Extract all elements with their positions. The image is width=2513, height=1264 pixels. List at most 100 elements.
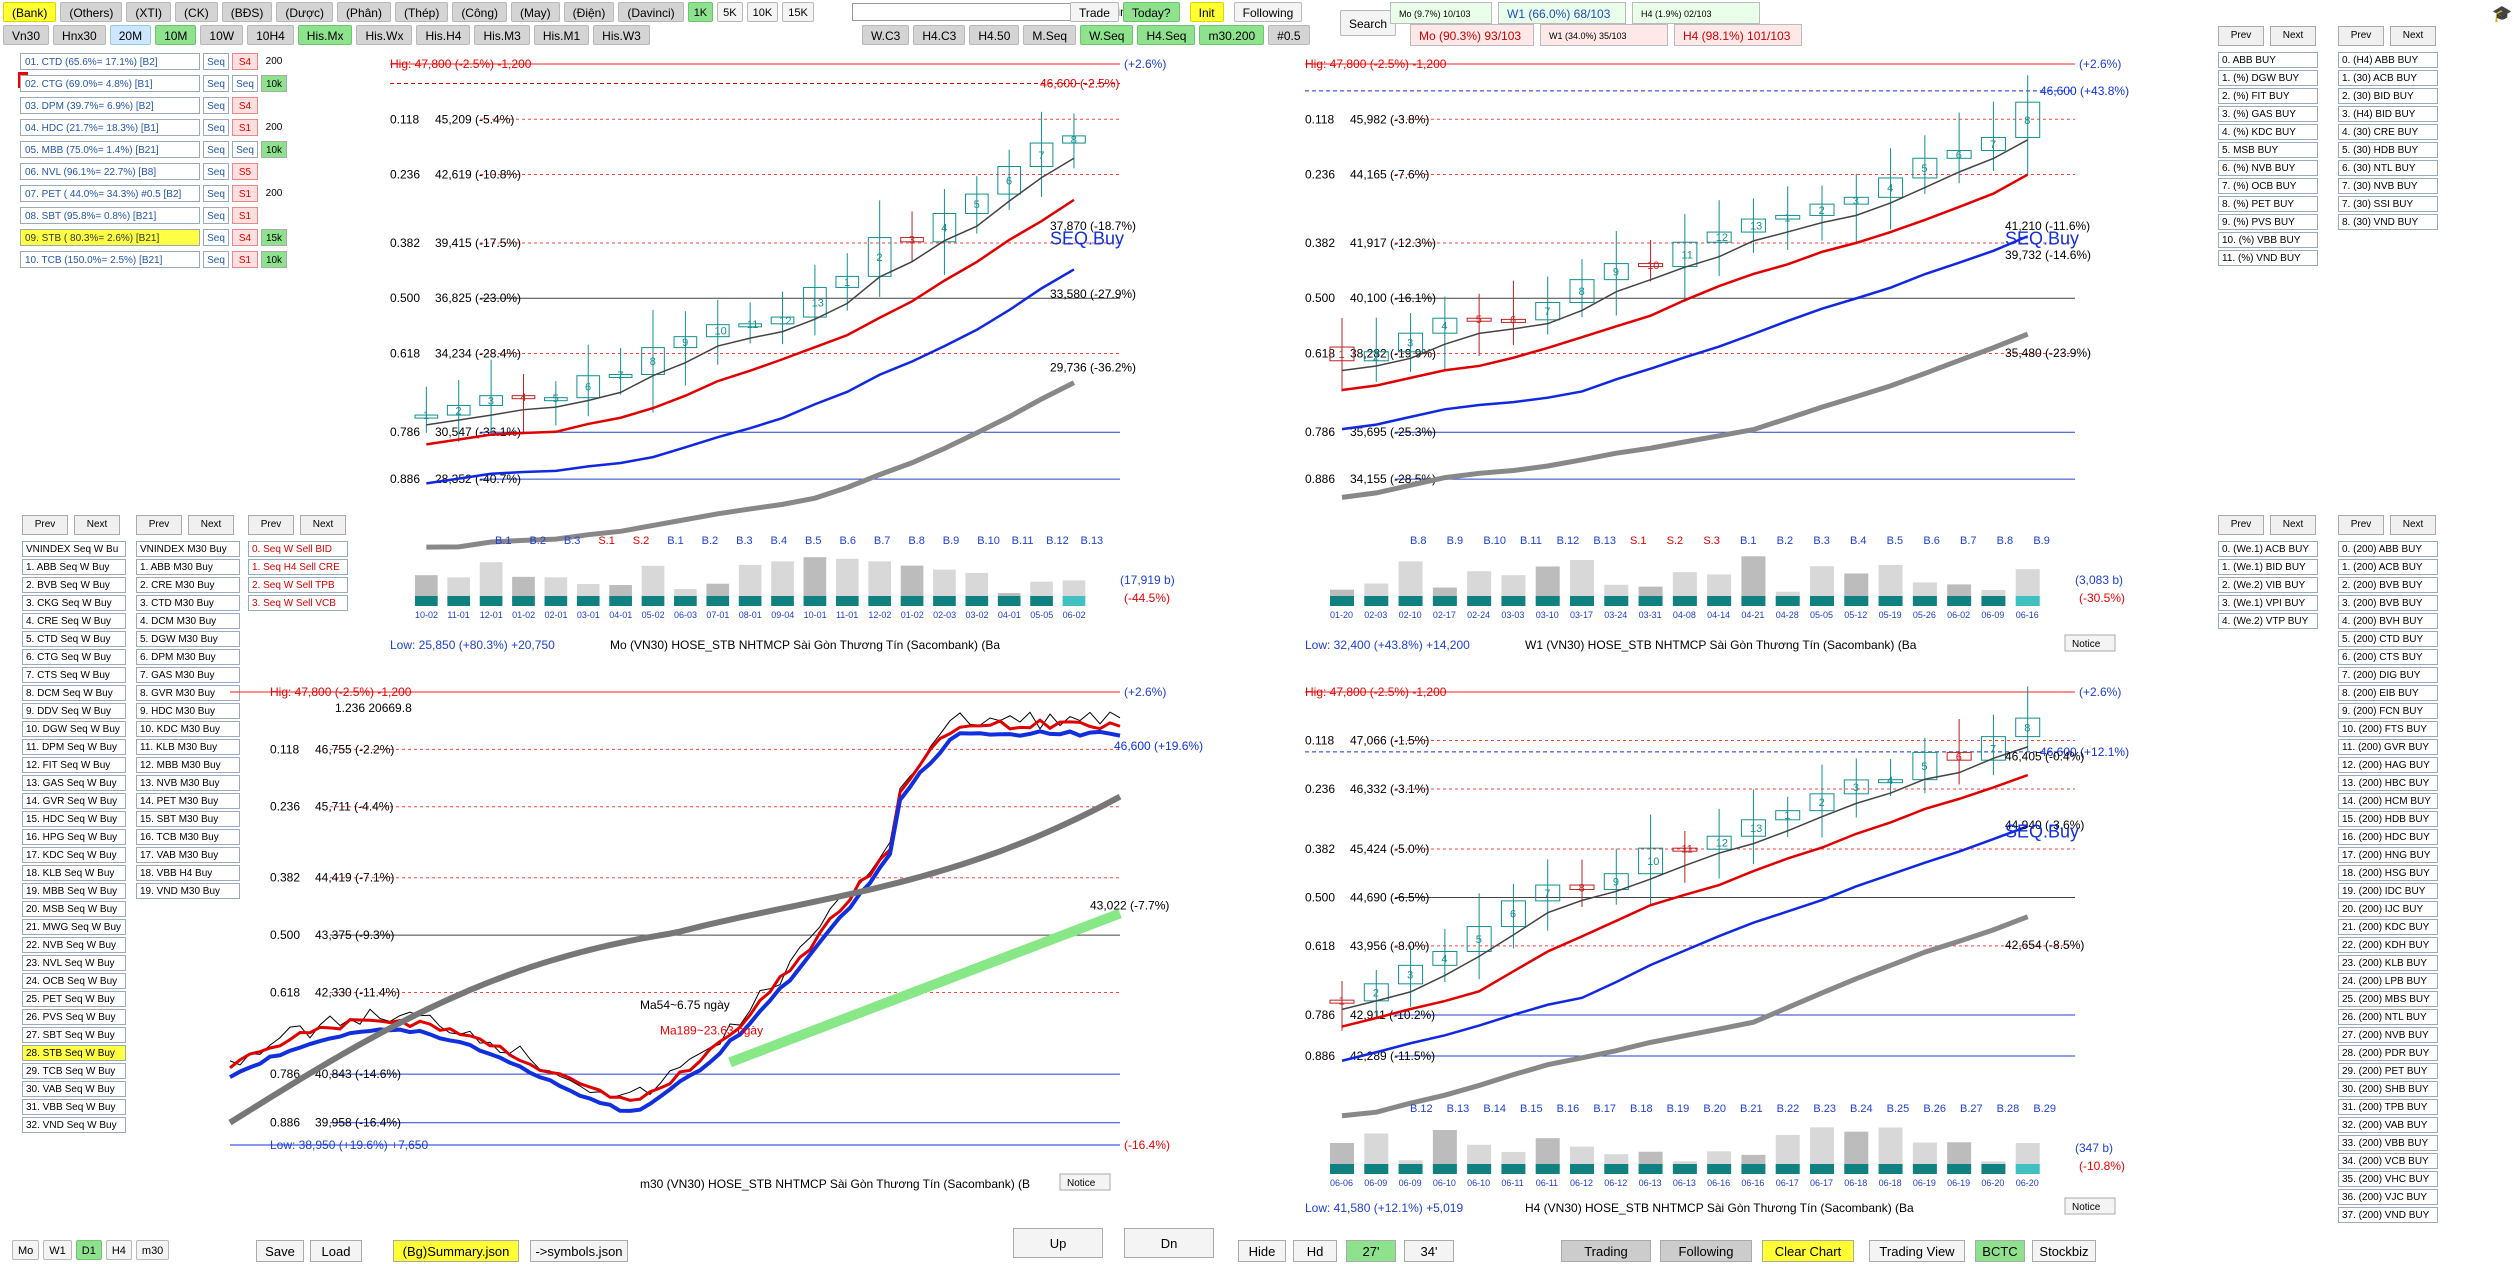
list-item[interactable]: 6. CTG Seq W Buy [22,649,126,665]
next-button[interactable]: Next [2270,26,2316,46]
list-item[interactable]: 2. (200) BVB BUY [2338,577,2438,593]
signal-button[interactable]: S5 [232,162,258,180]
sector-others-button[interactable]: (Others) [60,2,123,22]
list-item[interactable]: 12. (200) HAG BUY [2338,757,2438,773]
seq-button[interactable]: Seq [203,162,229,180]
list-item[interactable]: 11. KLB M30 Buy [136,739,240,755]
sector-bank-button[interactable]: (Bank) [3,2,57,22]
stock-label[interactable]: 03. DPM (39.7%= 6.9%) [B2] [20,96,200,114]
list-item[interactable]: 31. VBB Seq W Buy [22,1099,126,1115]
search-button[interactable]: Search [1340,10,1397,36]
w-c3-button[interactable]: W.C3 [862,25,910,45]
h4-50-button[interactable]: H4.50 [969,25,1020,45]
list-item[interactable]: 6. DPM M30 Buy [136,649,240,665]
list-item[interactable]: 23. (200) KLB BUY [2338,955,2438,971]
his-w3-button[interactable]: His.W3 [593,25,650,45]
list-item[interactable]: 35. (200) VHC BUY [2338,1171,2438,1187]
list-item[interactable]: 2. (30) BID BUY [2338,88,2438,104]
hide-button[interactable]: Hide [1238,1240,1286,1262]
stock-label[interactable]: 09. STB ( 80.3%= 2.6%) [B21] [20,228,200,246]
list-item[interactable]: 10. (200) FTS BUY [2338,721,2438,737]
list-item[interactable]: 10. DGW Seq W Buy [22,721,126,737]
summary-json-button[interactable]: (Bg)Summary.json [393,1240,519,1262]
list-item[interactable]: 32. VND Seq W Buy [22,1117,126,1133]
seq-button[interactable]: Seq [203,228,229,246]
list-item[interactable]: 8. (%) PET BUY [2218,196,2318,212]
list-item[interactable]: 15. HDC Seq W Buy [22,811,126,827]
list-item[interactable]: 28. STB Seq W Buy [22,1045,126,1061]
his-m3-button[interactable]: His.M3 [474,25,530,45]
list-item[interactable]: 5. MSB BUY [2218,142,2318,158]
m-seq-button[interactable]: M.Seq [1023,25,1077,45]
filter-15k-button[interactable]: 15K [782,2,814,22]
list-item[interactable]: 3. (%) GAS BUY [2218,106,2318,122]
seq-button[interactable]: Seq [203,250,229,268]
sector-xti-button[interactable]: (XTI) [126,2,172,22]
list-item[interactable]: 12. MBB M30 Buy [136,757,240,773]
stockbiz-button[interactable]: Stockbiz [2032,1240,2096,1262]
list-item[interactable]: 11. (200) GVR BUY [2338,739,2438,755]
list-item[interactable]: 4. (200) BVH BUY [2338,613,2438,629]
sector-phan-button[interactable]: (Phân) [336,2,391,22]
list-item[interactable]: 33. (200) VBB BUY [2338,1135,2438,1151]
weekly-chart-canvas[interactable]: Hig: 47,800 (-2.5%) -1,200 (+2.6%) 46,600 … [1305,52,2165,657]
vn30-button[interactable]: Vn30 [3,25,50,45]
signal-button[interactable]: S1 [232,184,258,202]
list-item[interactable]: VNINDEX M30 Buy [136,541,240,557]
trading-button[interactable]: Trading [1561,1240,1651,1262]
list-item[interactable]: 16. TCB M30 Buy [136,829,240,845]
list-item[interactable]: 9. HDC M30 Buy [136,703,240,719]
symbol-search-input[interactable] [852,3,1092,21]
list-item[interactable]: 29. (200) PET BUY [2338,1063,2438,1079]
next-button[interactable]: Next [2390,515,2436,535]
list-item[interactable]: 2. Seq W Sell TPB [248,577,348,593]
following-top-button[interactable]: Following [1233,2,1303,22]
list-item[interactable]: 20. (200) IJC BUY [2338,901,2438,917]
list-item[interactable]: 0. (We.1) ACB BUY [2218,541,2318,557]
signal-button[interactable]: Seq [232,140,258,158]
signal-button[interactable]: S1 [232,118,258,136]
down-button[interactable]: Dn [1124,1228,1214,1258]
tf-w1-button[interactable]: W1 [43,1240,72,1260]
volume-filter-badge[interactable]: 10k [261,140,287,158]
list-item[interactable]: 13. (200) HBC BUY [2338,775,2438,791]
list-item[interactable]: 0. ABB BUY [2218,52,2318,68]
list-item[interactable]: 22. (200) KDH BUY [2338,937,2438,953]
monthly-chart[interactable]: Hig: 47,800 (-2.5%) -1,200 (+2.6%) 46,600 … [390,52,1210,657]
10w-button[interactable]: 10W [200,25,244,45]
list-item[interactable]: 4. (%) KDC BUY [2218,124,2318,140]
trade-button[interactable]: Trade [1070,2,1119,22]
list-item[interactable]: 25. (200) MBS BUY [2338,991,2438,1007]
list-item[interactable]: 9. (%) PVS BUY [2218,214,2318,230]
stock-label[interactable]: 10. TCB (150.0%= 2.5%) [B21] [20,250,200,268]
sector-bds-button[interactable]: (BĐS) [221,2,273,22]
list-item[interactable]: 19. MBB Seq W Buy [22,883,126,899]
signal-button[interactable]: S1 [232,206,258,224]
list-item[interactable]: 17. (200) HNG BUY [2338,847,2438,863]
signal-button[interactable]: S4 [232,96,258,114]
today-button[interactable]: Today? [1122,2,1180,22]
tf-mo-button[interactable]: Mo [12,1240,40,1260]
following-button[interactable]: Following [1660,1240,1752,1262]
prev-button[interactable]: Prev [2218,515,2264,535]
list-item[interactable]: 10. KDC M30 Buy [136,721,240,737]
clear-chart-button[interactable]: Clear Chart [1762,1240,1854,1262]
list-item[interactable]: 1. (200) ACB BUY [2338,559,2438,575]
list-item[interactable]: 2. (We.2) VIB BUY [2218,577,2318,593]
save-button[interactable]: Save [256,1240,304,1262]
list-item[interactable]: 0. (200) ABB BUY [2338,541,2438,557]
10h4-button[interactable]: 10H4 [247,25,294,45]
sector-duoc-button[interactable]: (Dược) [276,2,333,22]
prev-button[interactable]: Prev [248,515,294,535]
list-item[interactable]: 21. MWG Seq W Buy [22,919,126,935]
seq-button[interactable]: Seq [203,206,229,224]
list-item[interactable]: 19. (200) IDC BUY [2338,883,2438,899]
list-item[interactable]: 7. CTS Seq W Buy [22,667,126,683]
tf-m30-button[interactable]: m30 [135,1240,170,1260]
seq-button[interactable]: Seq [203,52,229,70]
list-item[interactable]: 2. CRE M30 Buy [136,577,240,593]
sector-dien-button[interactable]: (Điện) [563,2,615,22]
monthly-chart-canvas[interactable]: Hig: 47,800 (-2.5%) -1,200 (+2.6%) 46,600 … [390,52,1210,657]
next-button[interactable]: Next [300,515,346,535]
list-item[interactable]: 1. (30) ACB BUY [2338,70,2438,86]
